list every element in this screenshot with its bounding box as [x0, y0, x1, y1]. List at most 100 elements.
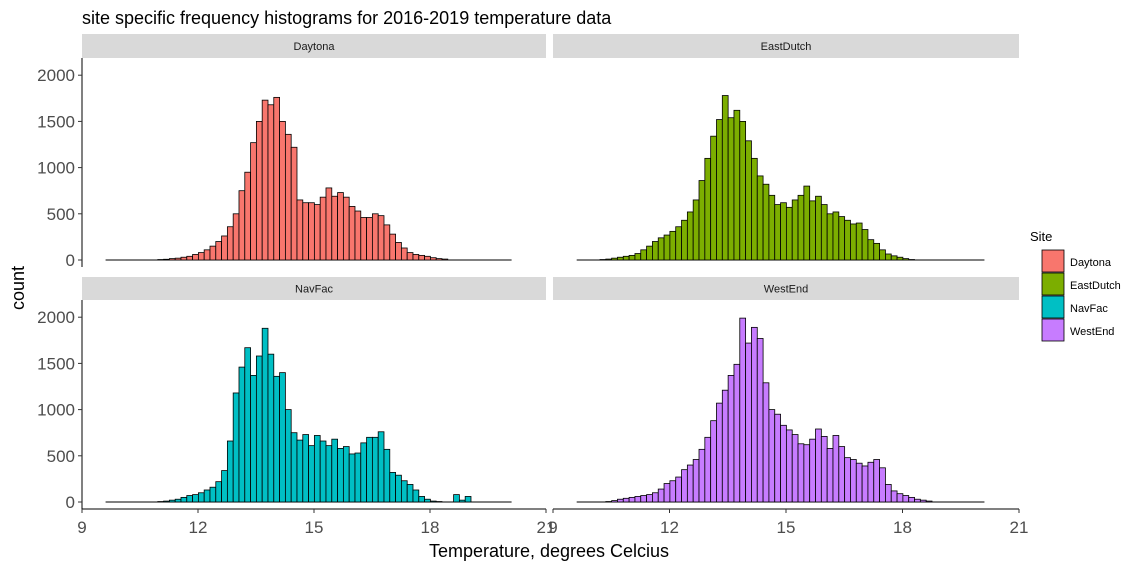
histogram-bar: [412, 489, 420, 503]
histogram-bar: [815, 195, 822, 261]
x-tick-label: 9: [548, 518, 557, 537]
histogram-bar: [768, 194, 776, 261]
histogram-bar: [371, 213, 379, 261]
facet-panel-westend: WestEnd 9 12 15 18 21: [548, 277, 1028, 537]
histogram-bar: [890, 255, 898, 261]
histogram-bar: [774, 413, 781, 503]
facet-strip-label: Daytona: [294, 41, 336, 53]
histogram-bar: [377, 431, 385, 503]
histogram-bar: [366, 436, 373, 503]
histogram-bar: [844, 457, 851, 503]
facet-strip: [82, 277, 546, 300]
histogram-bar: [908, 496, 915, 503]
histogram-bar: [710, 135, 717, 261]
histogram-bar: [838, 446, 846, 503]
histogram-bar: [192, 254, 199, 261]
y-tick-label: 0: [66, 493, 75, 512]
histogram-bar: [244, 171, 251, 261]
y-axis-label: count: [8, 266, 28, 310]
x-tick-label: 12: [189, 518, 208, 537]
y-tick-label: 500: [47, 447, 75, 466]
histogram-bar: [617, 498, 624, 503]
histogram-bar: [867, 239, 875, 261]
facet-panel-navfac: NavFac 0 500 1000 1500 2000 9 12 15 18 21: [37, 277, 555, 537]
histogram-bar: [383, 224, 391, 261]
histogram-bar: [745, 342, 752, 503]
histogram-bar: [354, 452, 362, 503]
histogram-bar: [226, 226, 234, 261]
histogram-bar: [325, 445, 333, 503]
histogram-bar: [820, 435, 828, 503]
histogram-bar: [186, 255, 193, 261]
y-tick-label: 0: [66, 251, 75, 270]
histogram-bar: [669, 480, 677, 503]
histogram-bar: [261, 99, 269, 261]
histogram-bar: [844, 219, 851, 261]
histogram-bar: [290, 432, 298, 503]
histogram-bar: [791, 199, 799, 261]
histogram-bar: [261, 327, 269, 503]
histogram-bar: [832, 435, 840, 503]
histogram-bar: [348, 453, 356, 503]
facet-strip: [553, 277, 1019, 300]
histogram-bar: [861, 465, 869, 503]
histogram-bar: [652, 241, 659, 261]
histogram-bar: [255, 121, 263, 261]
y-tick-label: 2000: [37, 66, 75, 85]
histogram-bar: [832, 211, 840, 261]
facet-strip: [82, 34, 546, 58]
histogram-bar: [389, 472, 396, 503]
histogram-bar: [879, 249, 886, 261]
histogram-bar: [797, 443, 805, 503]
histogram-bar: [424, 255, 431, 261]
x-tick-label: 15: [305, 518, 324, 537]
histogram-bar: [371, 436, 379, 503]
histogram-bar: [803, 185, 811, 261]
histogram-bar: [716, 402, 723, 503]
histogram-bar: [768, 409, 776, 503]
histogram-bar: [279, 372, 286, 503]
histogram-bar: [383, 448, 391, 503]
histogram-bar: [331, 438, 338, 503]
x-tick-label: 9: [77, 518, 86, 537]
legend-swatch: [1041, 249, 1065, 273]
histogram-bar: [308, 202, 315, 261]
histogram-bar: [406, 252, 414, 261]
y-tick-label: 500: [47, 205, 75, 224]
histogram-bar: [646, 494, 653, 503]
histogram-bar: [885, 484, 892, 503]
histogram-bar: [197, 492, 205, 503]
histogram-bar: [867, 461, 875, 503]
histogram-bar: [896, 493, 904, 503]
histogram-bar: [675, 476, 682, 503]
histogram-bar: [774, 204, 781, 261]
histogram-bar: [611, 500, 618, 503]
histogram-bar: [377, 215, 385, 261]
histogram-bar: [791, 434, 799, 503]
histogram-bar: [238, 366, 246, 503]
histogram-bar: [698, 448, 706, 503]
legend-swatch: [1041, 272, 1065, 296]
histogram-bar: [692, 459, 700, 503]
x-tick-label: 18: [421, 518, 440, 537]
histogram-bar: [686, 211, 694, 261]
histogram-bar: [850, 223, 857, 261]
histogram-bar: [704, 436, 712, 503]
x-tick-label: 15: [777, 518, 796, 537]
histogram-bar: [762, 382, 770, 503]
histogram-bar: [168, 258, 176, 261]
histogram-bar: [215, 241, 222, 261]
histogram-bar: [785, 206, 793, 261]
legend: Site Daytona EastDutch NavFac WestEnd: [1030, 229, 1121, 342]
histogram-bar: [657, 237, 665, 261]
histogram-bar: [250, 375, 257, 503]
x-tick-label: 21: [537, 518, 556, 537]
histogram-bar: [925, 500, 933, 503]
histogram-bar: [197, 252, 205, 261]
histogram-bar: [826, 213, 834, 261]
histogram-bar: [429, 257, 437, 261]
histogram-bar: [652, 492, 659, 503]
histogram-bar: [348, 206, 356, 261]
histogram-bar: [704, 157, 712, 261]
